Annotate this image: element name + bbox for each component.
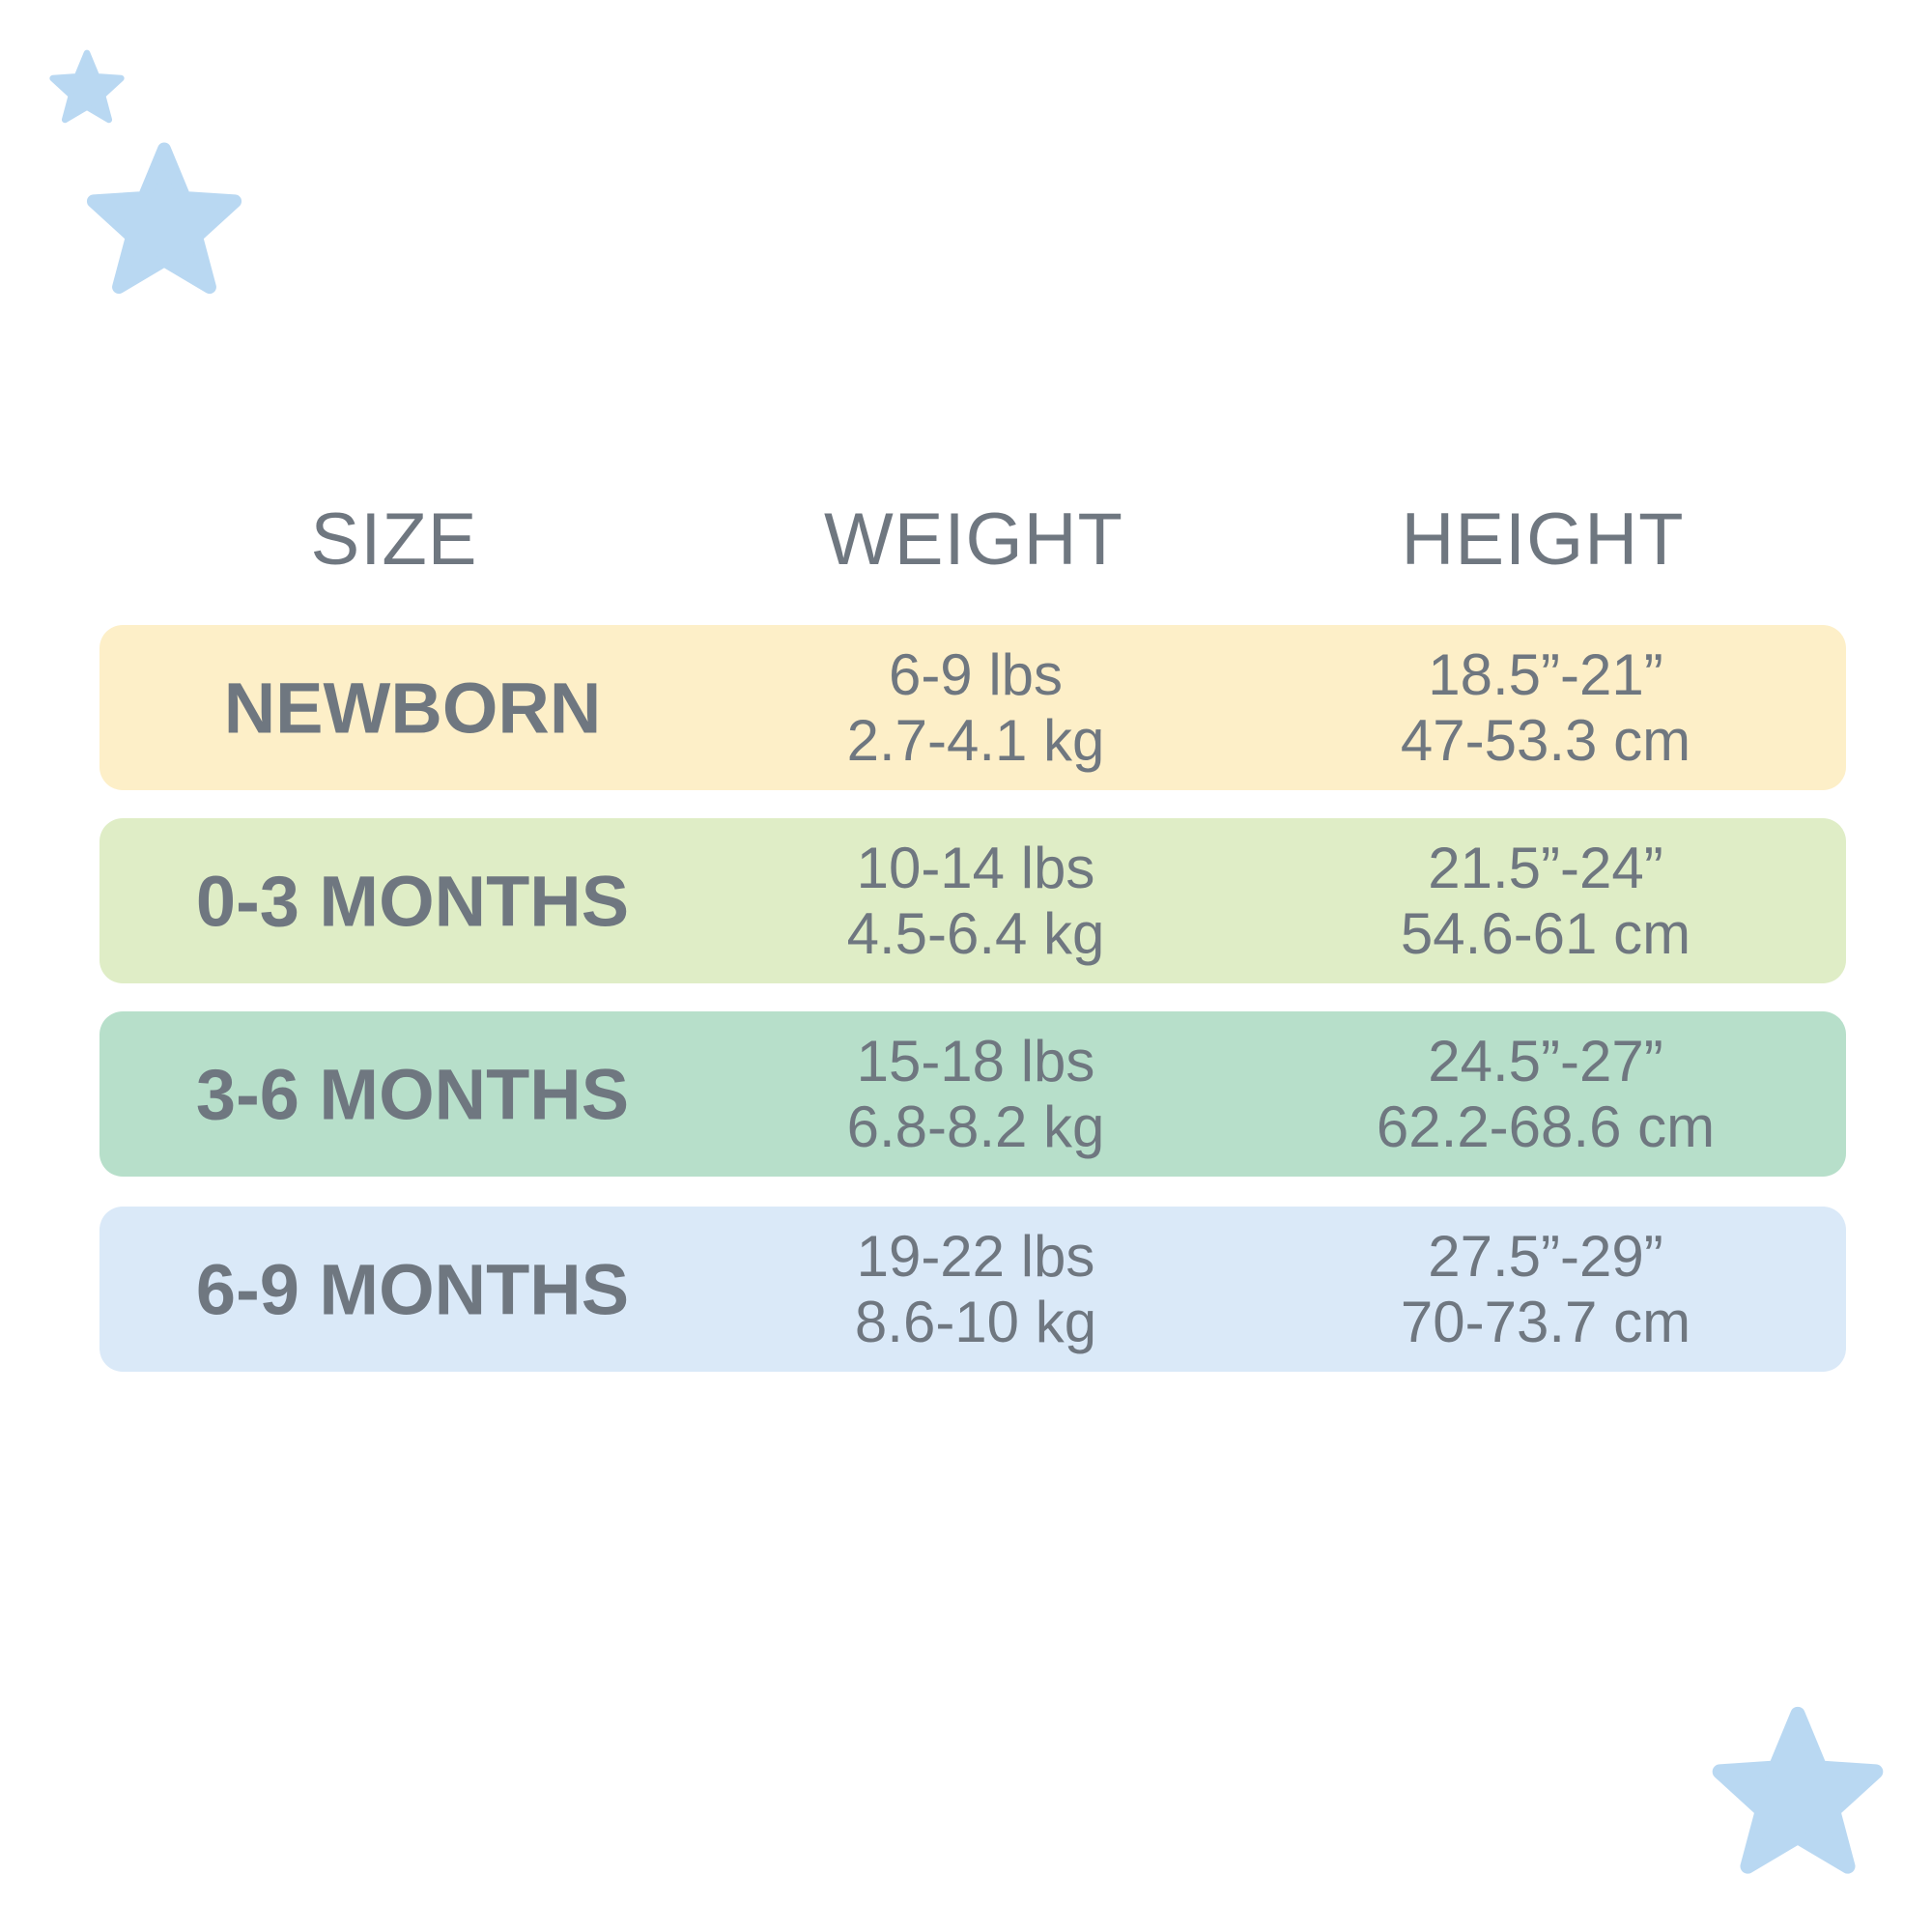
weight-kg: 4.5-6.4 kg: [846, 900, 1105, 966]
height-cm: 47-53.3 cm: [1400, 707, 1691, 773]
weight-kg: 8.6-10 kg: [854, 1289, 1097, 1354]
height-cell: 18.5”-21” 47-53.3 cm: [1401, 642, 1690, 774]
star-icon: [1712, 1706, 1884, 1874]
header-size: SIZE: [310, 498, 478, 581]
height-in: 18.5”-21”: [1428, 641, 1663, 707]
size-label: 6-9 MONTHS: [195, 1249, 630, 1329]
height-cm: 54.6-61 cm: [1400, 900, 1691, 966]
weight-kg: 6.8-8.2 kg: [846, 1094, 1105, 1159]
weight-lbs: 19-22 lbs: [856, 1223, 1095, 1289]
height-in: 27.5”-29”: [1428, 1223, 1663, 1289]
header-height: HEIGHT: [1401, 498, 1685, 581]
weight-cell: 15-18 lbs 6.8-8.2 kg: [847, 1029, 1105, 1160]
height-cell: 27.5”-29” 70-73.7 cm: [1401, 1224, 1690, 1355]
table-row: 6-9 MONTHS 19-22 lbs 8.6-10 kg 27.5”-29” 7…: [99, 1207, 1846, 1372]
star-icon: [86, 142, 242, 295]
table-row: 0-3 MONTHS 10-14 lbs 4.5-6.4 kg 21.5”-24”…: [99, 818, 1846, 983]
size-label: 0-3 MONTHS: [195, 861, 630, 941]
height-in: 24.5”-27”: [1428, 1028, 1663, 1094]
height-cell: 24.5”-27” 62.2-68.6 cm: [1377, 1029, 1715, 1160]
header-weight: WEIGHT: [824, 498, 1123, 581]
size-label: NEWBORN: [223, 668, 602, 748]
weight-kg: 2.7-4.1 kg: [846, 707, 1105, 773]
height-cm: 62.2-68.6 cm: [1376, 1094, 1716, 1159]
weight-cell: 6-9 lbs 2.7-4.1 kg: [847, 642, 1105, 774]
table-row: NEWBORN 6-9 lbs 2.7-4.1 kg 18.5”-21” 47-53…: [99, 625, 1846, 790]
weight-cell: 19-22 lbs 8.6-10 kg: [855, 1224, 1096, 1355]
size-label: 3-6 MONTHS: [195, 1054, 630, 1134]
table-row: 3-6 MONTHS 15-18 lbs 6.8-8.2 kg 24.5”-27”…: [99, 1011, 1846, 1177]
star-icon: [49, 49, 125, 124]
weight-lbs: 10-14 lbs: [856, 835, 1095, 900]
height-cm: 70-73.7 cm: [1400, 1289, 1691, 1354]
weight-lbs: 15-18 lbs: [856, 1028, 1095, 1094]
weight-lbs: 6-9 lbs: [888, 641, 1064, 707]
weight-cell: 10-14 lbs 4.5-6.4 kg: [847, 836, 1105, 967]
height-cell: 21.5”-24” 54.6-61 cm: [1401, 836, 1690, 967]
height-in: 21.5”-24”: [1428, 835, 1663, 900]
